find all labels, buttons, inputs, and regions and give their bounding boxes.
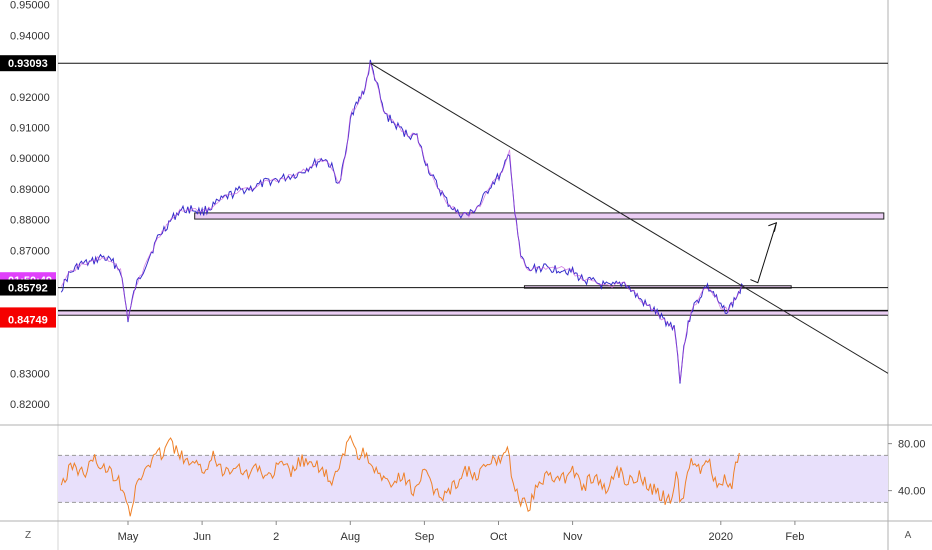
price-tick-label: 0.90000	[10, 153, 50, 165]
support-zone	[58, 310, 888, 316]
rsi-line	[60, 434, 740, 517]
rsi-tick-label: 40.00	[898, 486, 926, 498]
price-tick-label: 0.83000	[10, 368, 50, 380]
rsi-tick-label: 80.00	[898, 439, 926, 451]
arrow-head	[768, 221, 778, 232]
price-badge-label: 0.85792	[8, 283, 48, 295]
price-badge-label: 0.84749	[8, 315, 48, 327]
price-tick-label: 0.87000	[10, 245, 50, 257]
price-tick-label: 0.92000	[10, 92, 50, 104]
price-tick-label: 0.94000	[10, 30, 50, 42]
x-tick-label: 2	[273, 531, 279, 543]
x-tick-label: May	[118, 531, 139, 543]
price-tick-label: 0.89000	[10, 184, 50, 196]
price-badge-bg	[0, 279, 56, 296]
rsi-plot-area	[58, 434, 888, 517]
price-tick-label: 0.95000	[10, 0, 50, 12]
price-tick-label: 0.91000	[10, 123, 50, 135]
price-badge-bg	[0, 311, 56, 328]
price-series-overlay	[60, 62, 744, 382]
price-tick-label: 0.88000	[10, 215, 50, 227]
price-badge-label: 0.93093	[8, 58, 48, 70]
corner-label-left: Z	[25, 530, 31, 541]
support-zone	[194, 212, 885, 220]
x-tick-label: Oct	[490, 531, 507, 543]
x-tick-label: Jun	[193, 531, 211, 543]
x-tick-label: Sep	[415, 531, 435, 543]
support-zone	[523, 285, 792, 289]
price-badge-bg	[0, 55, 56, 72]
price-plot-area	[58, 59, 888, 384]
x-tick-label: 2020	[709, 531, 733, 543]
price-series-line	[60, 59, 744, 384]
x-tick-label: Aug	[341, 531, 361, 543]
projection-arrow	[750, 222, 777, 284]
trendline	[370, 62, 888, 374]
x-tick-label: Nov	[563, 531, 583, 543]
x-tick-label: Feb	[785, 531, 804, 543]
corner-label-right: A	[905, 530, 912, 541]
price-tick-label: 0.82000	[10, 399, 50, 411]
